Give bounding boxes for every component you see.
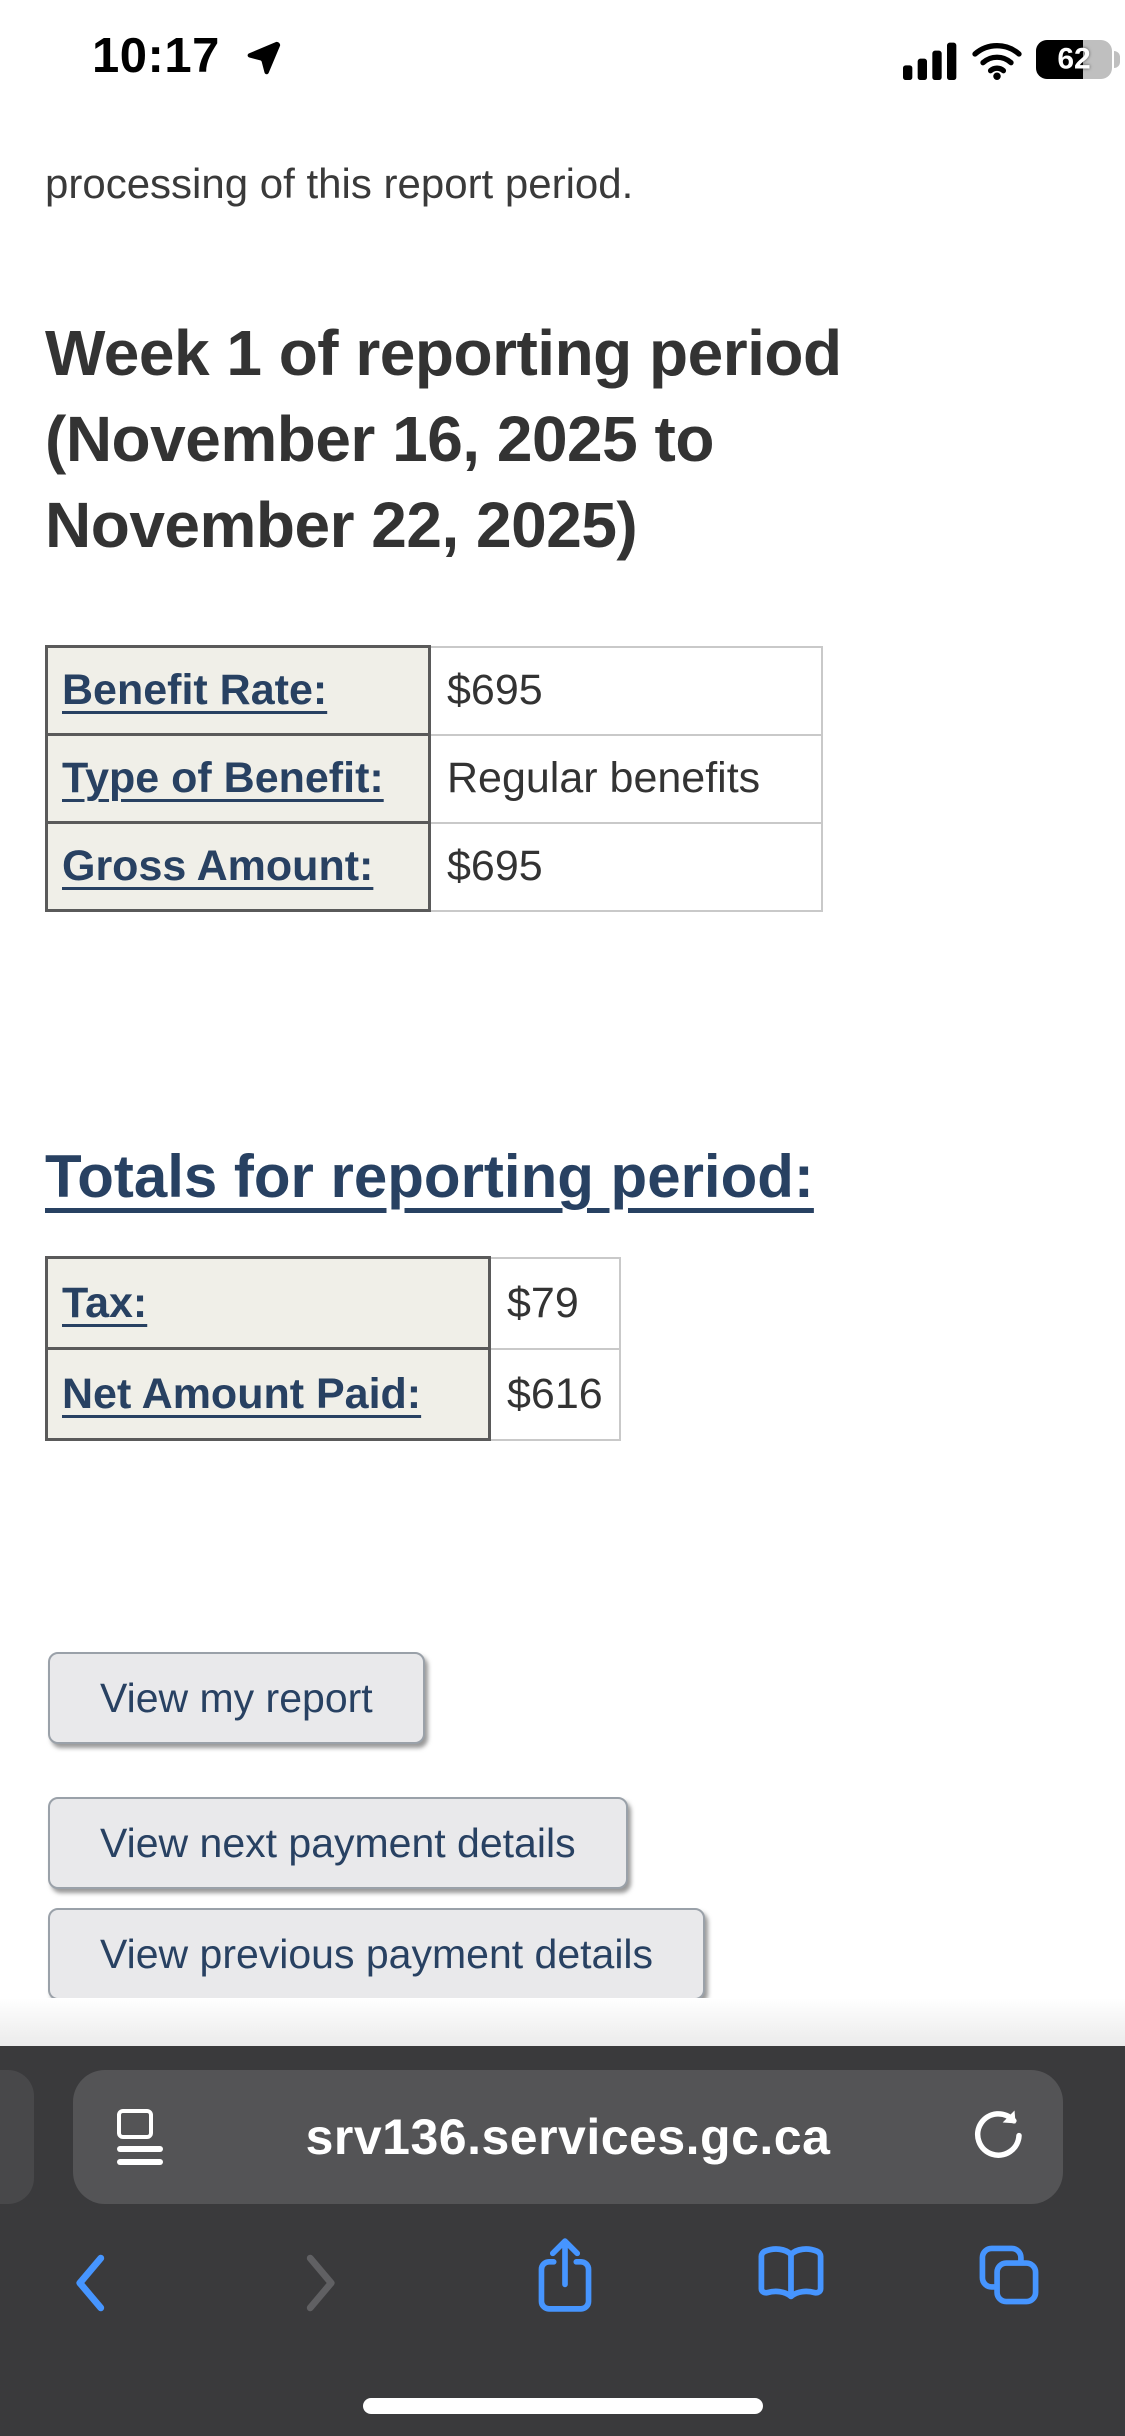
back-icon[interactable]	[72, 2246, 106, 2320]
wifi-icon	[972, 43, 1022, 80]
gross-amount-cell: Gross Amount:	[45, 821, 431, 912]
location-arrow-icon	[247, 41, 281, 75]
page-menu-bar	[117, 2146, 163, 2152]
week-heading-line3: November 22, 2025)	[45, 489, 638, 561]
cellular-signal-icon	[903, 42, 957, 80]
page-menu-icon[interactable]	[117, 2109, 165, 2165]
url-bar[interactable]: srv136.services.gc.ca	[73, 2070, 1063, 2204]
battery-fill	[1036, 40, 1084, 79]
week1-table: Benefit Rate: $695 Type of Benefit: Regu…	[45, 645, 823, 912]
benefit-rate-value: $695	[428, 645, 823, 736]
page-menu-rect	[117, 2109, 153, 2139]
reload-icon[interactable]	[967, 2106, 1029, 2168]
week-heading-line2: (November 16, 2025 to	[45, 403, 714, 475]
net-amount-link[interactable]: Net Amount Paid:	[62, 1369, 422, 1418]
view-previous-payment-button[interactable]: View previous payment details	[48, 1908, 706, 2000]
battery-cap	[1114, 51, 1120, 68]
page-bottom-fade	[0, 1998, 1125, 2046]
tabs-icon[interactable]	[976, 2242, 1042, 2308]
tax-value: $79	[488, 1256, 621, 1350]
totals-table: Tax: $79 Net Amount Paid: $616	[45, 1256, 621, 1441]
table-row: Net Amount Paid: $616	[45, 1347, 621, 1441]
share-icon[interactable]	[533, 2232, 597, 2318]
net-amount-value: $616	[488, 1347, 621, 1441]
table-row: Benefit Rate: $695	[45, 645, 823, 736]
type-of-benefit-value: Regular benefits	[428, 733, 823, 824]
totals-heading-link[interactable]: Totals for reporting period:	[45, 1143, 814, 1210]
battery-icon: 62	[1036, 40, 1112, 79]
table-row: Gross Amount: $695	[45, 821, 823, 912]
type-of-benefit-link[interactable]: Type of Benefit:	[62, 754, 384, 802]
week-heading: Week 1 of reporting period (November 16,…	[45, 310, 842, 568]
benefit-rate-cell: Benefit Rate:	[45, 645, 431, 736]
page-menu-bar	[117, 2159, 163, 2165]
view-report-button[interactable]: View my report	[48, 1652, 425, 1744]
table-row: Tax: $79	[45, 1256, 621, 1350]
safari-bottom-bar: srv136.services.gc.ca	[0, 2046, 1125, 2436]
tax-link[interactable]: Tax:	[62, 1278, 148, 1327]
benefit-rate-link[interactable]: Benefit Rate:	[62, 666, 328, 714]
forward-icon[interactable]	[305, 2246, 339, 2320]
bookmarks-icon[interactable]	[754, 2242, 828, 2304]
battery-percent: 62	[1057, 41, 1091, 75]
type-of-benefit-cell: Type of Benefit:	[45, 733, 431, 824]
net-amount-cell: Net Amount Paid:	[45, 1347, 491, 1441]
gross-amount-link[interactable]: Gross Amount:	[62, 842, 374, 890]
url-text[interactable]: srv136.services.gc.ca	[305, 2109, 831, 2165]
tax-cell: Tax:	[45, 1256, 491, 1350]
adjacent-tab-peek[interactable]	[0, 2070, 34, 2204]
gross-amount-value: $695	[428, 821, 823, 912]
intro-text: processing of this report period.	[45, 160, 634, 207]
home-indicator[interactable]	[363, 2398, 763, 2414]
view-next-payment-button[interactable]: View next payment details	[48, 1797, 628, 1889]
clock-time: 10:17	[92, 29, 220, 83]
week-heading-line1: Week 1 of reporting period	[45, 317, 842, 389]
table-row: Type of Benefit: Regular benefits	[45, 733, 823, 824]
